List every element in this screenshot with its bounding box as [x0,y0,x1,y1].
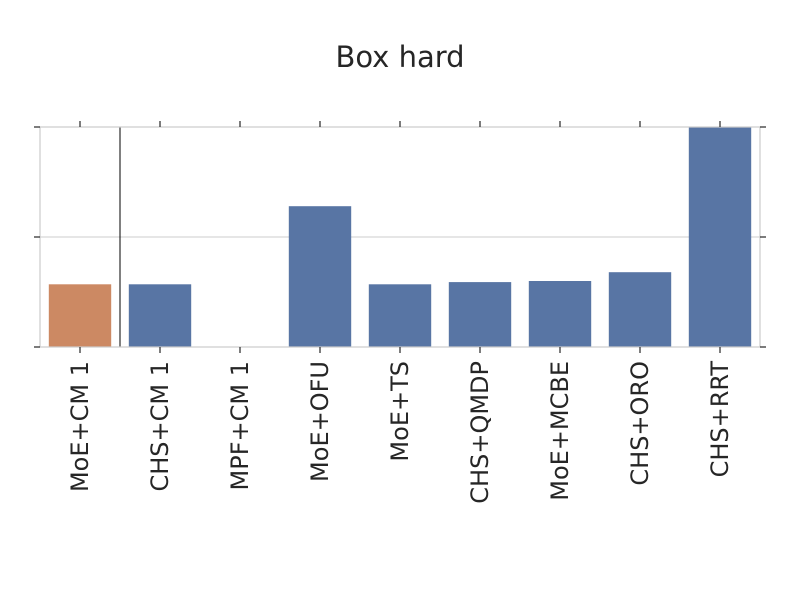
x-tick-label: CHS+QMDP [466,361,494,504]
bar-moe-ts [368,284,432,347]
bar-moe-cm-1 [48,284,112,347]
bar-chs-qmdp [448,282,512,347]
x-tick-label: MoE+CM 1 [66,361,94,492]
x-tick-labels: MoE+CM 1 CHS+CM 1 MPF+CM 1 MoE+OFU MoE+TS CHS… [66,361,734,504]
bar-chs-rrt [688,127,752,347]
x-tick-label: CHS+CM 1 [146,361,174,492]
bar-chs-cm-1 [128,284,192,347]
chart-title: Box hard [335,40,465,74]
bar-chs-oro [608,272,672,347]
x-tick-label: MoE+MCBE [546,361,574,501]
x-tick-label: MoE+OFU [306,361,334,482]
x-tick-label: MPF+CM 1 [226,361,254,490]
x-tick-label: CHS+ORO [626,361,654,486]
tick-layer [34,121,766,353]
bar-layer [48,127,752,347]
x-tick-label: CHS+RRT [706,361,734,478]
x-tick-label: MoE+TS [386,361,414,462]
bar-moe-ofu [288,206,352,347]
bar-moe-mcbe [528,281,592,347]
